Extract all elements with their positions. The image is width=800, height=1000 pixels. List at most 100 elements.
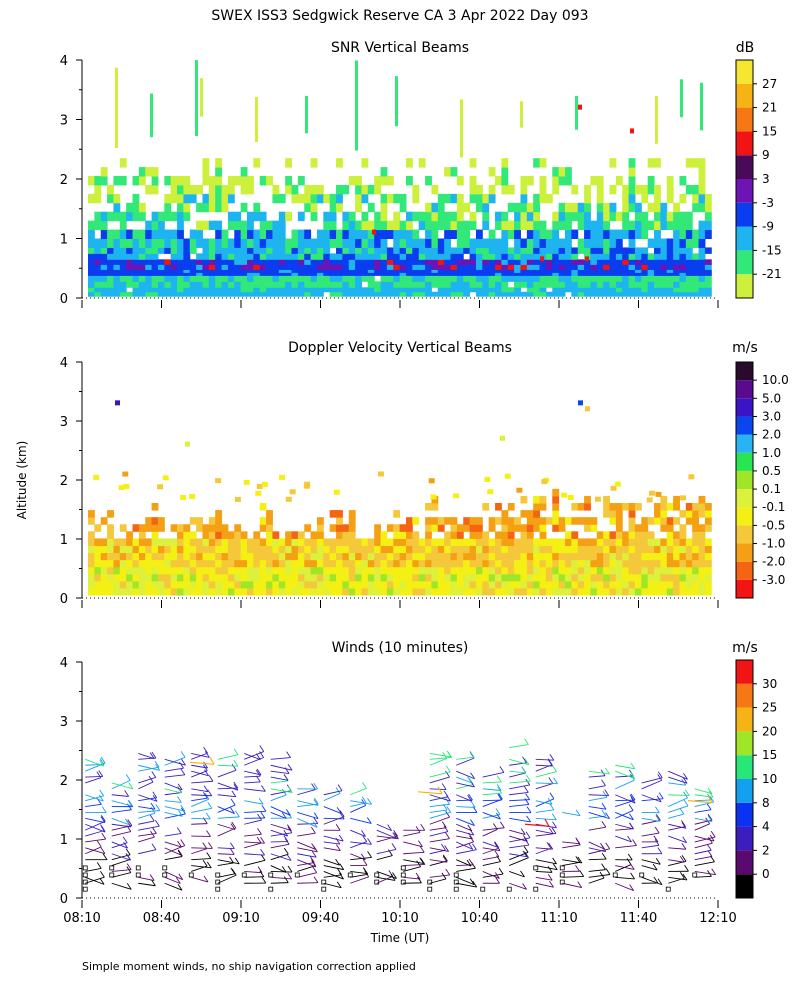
colorbar-swatch: [736, 202, 753, 227]
wind-barb: [85, 776, 103, 778]
wind-barb: [270, 882, 289, 884]
wind-barb: [615, 810, 634, 819]
wind-barb: [191, 865, 212, 869]
calm-wind-marker: [82, 886, 88, 892]
wind-barb: [562, 875, 584, 878]
wind-barb: [694, 861, 715, 866]
wind-barb: [244, 788, 266, 792]
footnote: Simple moment winds, no ship navigation …: [82, 960, 416, 973]
wind-barb: [562, 882, 582, 889]
wind-barb: [85, 803, 102, 807]
wind-barb: [562, 844, 581, 849]
wind-barb: [191, 780, 213, 784]
wind-barb: [588, 775, 606, 778]
wind-barb: [217, 873, 235, 878]
wind-barb: [588, 847, 606, 853]
wind-barb: [615, 835, 632, 843]
wind-barb: [429, 753, 452, 758]
wind-barb: [694, 835, 715, 842]
wind-barb: [694, 809, 712, 813]
colorbar-label: 5.0: [762, 391, 781, 405]
wind-barb: [244, 841, 265, 844]
wind-barb: [297, 789, 316, 796]
wind-barb: [111, 869, 132, 872]
wind-barb: [482, 781, 502, 784]
wind-barb: [217, 862, 234, 866]
wind-barb: [164, 788, 182, 794]
colorbar-swatch: [736, 731, 753, 756]
wind-barb: [615, 865, 635, 870]
wind-barb: [111, 794, 129, 797]
calm-wind-marker: [665, 886, 671, 892]
wind-barb: [588, 812, 610, 820]
colorbar-swatch: [736, 826, 753, 851]
y-tick-label: 2: [60, 774, 68, 789]
wind-barb: [217, 787, 238, 790]
calm-wind-marker: [533, 886, 539, 892]
x-tick-label: 11:10: [540, 911, 577, 926]
calm-wind-marker: [374, 879, 380, 885]
wind-barb: [270, 776, 289, 781]
colorbar-swatch: [736, 274, 753, 298]
wind-barb: [615, 823, 634, 830]
wind-barb: [191, 770, 208, 778]
colorbar-swatch: [736, 683, 753, 708]
calm-wind-marker: [453, 872, 459, 878]
colorbar-swatch: [736, 707, 753, 732]
wind-barb: [85, 794, 104, 802]
wind-barb: [535, 783, 553, 790]
wind-barb: [323, 847, 341, 852]
calm-wind-marker: [82, 865, 88, 871]
wind-barb: [668, 797, 688, 807]
x-tick-label: 11:40: [620, 911, 657, 926]
winds-colorbar-unit: m/s: [732, 640, 758, 656]
wind-barb: [641, 794, 662, 803]
wind-barb: [429, 874, 450, 878]
wind-barb: [641, 777, 663, 784]
wind-barb: [164, 792, 182, 796]
calm-wind-marker: [268, 886, 274, 892]
calm-wind-marker: [559, 872, 565, 878]
wind-barb: [482, 861, 501, 866]
wind-barb: [509, 817, 531, 823]
wind-barb: [482, 829, 498, 837]
wind-barb: [694, 875, 712, 878]
colorbar-label: -2.0: [762, 555, 785, 569]
calm-wind-marker: [427, 879, 433, 885]
wind-barb: [588, 796, 608, 802]
calm-wind-marker: [639, 872, 645, 878]
wind-barb: [244, 751, 264, 760]
wind-barb: [217, 853, 235, 855]
wind-barb: [376, 875, 394, 884]
wind-barb: [588, 869, 606, 872]
calm-wind-marker: [480, 886, 486, 892]
wind-barb: [417, 791, 443, 795]
wind-barb: [111, 882, 132, 890]
colorbar-label: -3: [762, 196, 774, 210]
wind-barb: [535, 764, 553, 767]
calm-wind-marker: [612, 872, 618, 878]
wind-barb: [456, 776, 472, 784]
wind-barb: [456, 829, 474, 836]
wind-barb: [191, 817, 211, 820]
colorbar-swatch: [736, 155, 753, 179]
wind-barb: [217, 847, 235, 850]
wind-barb: [297, 847, 318, 853]
wind-barb: [350, 800, 372, 805]
wind-barb: [138, 849, 157, 855]
colorbar-label: -0.5: [762, 518, 785, 532]
wind-barb: [641, 817, 660, 822]
calm-wind-marker: [400, 872, 406, 878]
x-tick-label: 09:10: [222, 911, 259, 926]
colorbar-swatch: [736, 525, 753, 544]
wind-barb: [509, 799, 530, 802]
wind-barb: [694, 788, 713, 795]
wind-barb: [403, 859, 424, 865]
calm-wind-marker: [506, 886, 512, 892]
wind-barb: [482, 792, 502, 796]
wind-barb: [297, 800, 319, 806]
calm-wind-marker: [215, 886, 221, 892]
wind-barb: [429, 831, 449, 837]
wind-barb: [615, 882, 634, 892]
wind-barb: [164, 767, 184, 772]
